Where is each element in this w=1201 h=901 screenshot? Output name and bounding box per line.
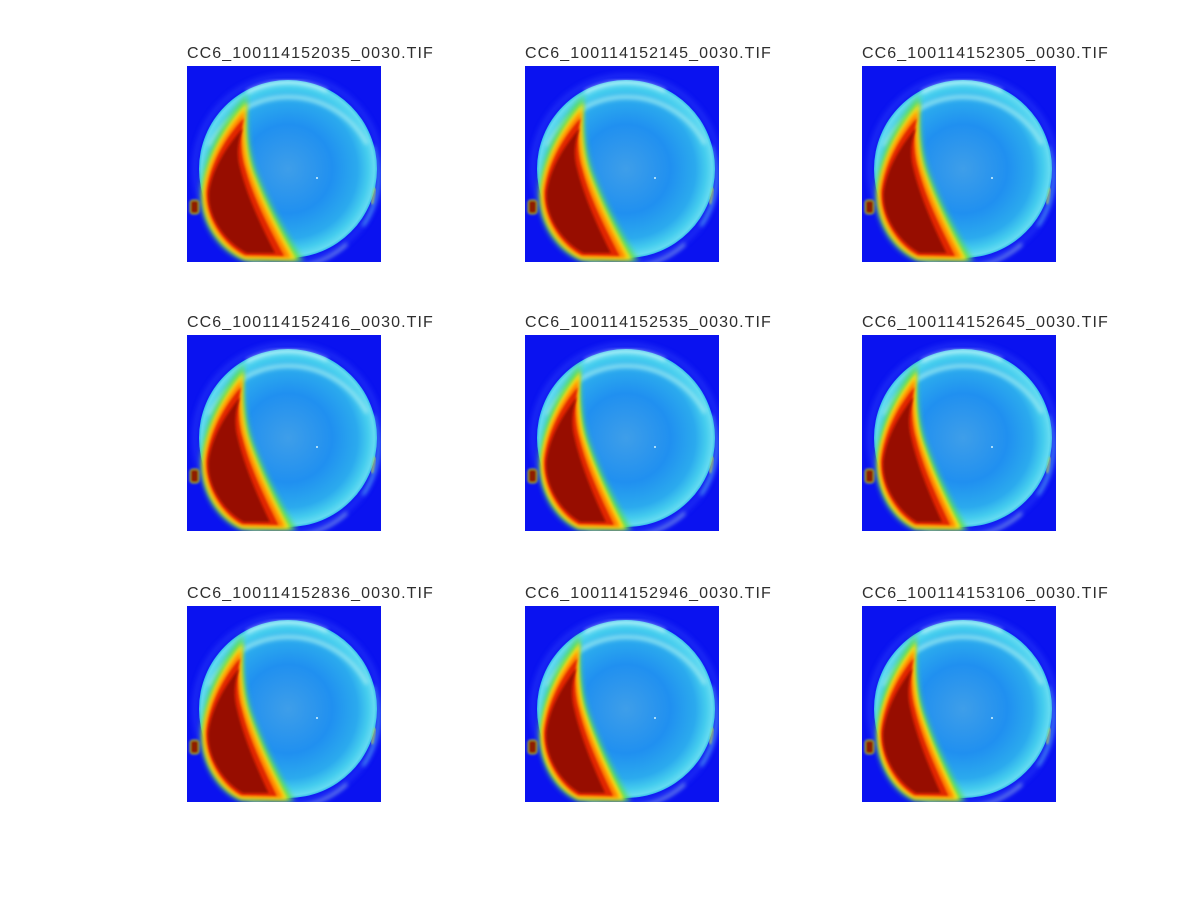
thermal-image — [525, 335, 719, 531]
subplot-panel-8: CC6_100114152946_0030.TIF — [525, 585, 771, 802]
subplot-panel-2: CC6_100114152145_0030.TIF — [525, 45, 771, 262]
thermal-image — [187, 66, 381, 262]
subplot-title: CC6_100114152145_0030.TIF — [525, 45, 772, 62]
subplot-panel-7: CC6_100114152836_0030.TIF — [187, 585, 433, 802]
subplot-title: CC6_100114152535_0030.TIF — [525, 314, 772, 331]
subplot-title: CC6_100114152416_0030.TIF — [187, 314, 434, 331]
subplot-title: CC6_100114152836_0030.TIF — [187, 585, 434, 602]
subplot-title: CC6_100114152305_0030.TIF — [862, 45, 1109, 62]
subplot-panel-6: CC6_100114152645_0030.TIF — [862, 314, 1108, 531]
thermal-image — [525, 66, 719, 262]
subplot-title: CC6_100114152645_0030.TIF — [862, 314, 1109, 331]
subplot-title: CC6_100114153106_0030.TIF — [862, 585, 1109, 602]
subplot-title: CC6_100114152946_0030.TIF — [525, 585, 772, 602]
subplot-panel-1: CC6_100114152035_0030.TIF — [187, 45, 433, 262]
subplot-panel-9: CC6_100114153106_0030.TIF — [862, 585, 1108, 802]
subplot-panel-4: CC6_100114152416_0030.TIF — [187, 314, 433, 531]
thermal-image — [187, 606, 381, 802]
thermal-image — [862, 606, 1056, 802]
subplot-title: CC6_100114152035_0030.TIF — [187, 45, 434, 62]
thermal-image — [862, 335, 1056, 531]
thermal-image — [525, 606, 719, 802]
thermal-image — [862, 66, 1056, 262]
subplot-panel-3: CC6_100114152305_0030.TIF — [862, 45, 1108, 262]
subplot-panel-5: CC6_100114152535_0030.TIF — [525, 314, 771, 531]
thermal-image — [187, 335, 381, 531]
